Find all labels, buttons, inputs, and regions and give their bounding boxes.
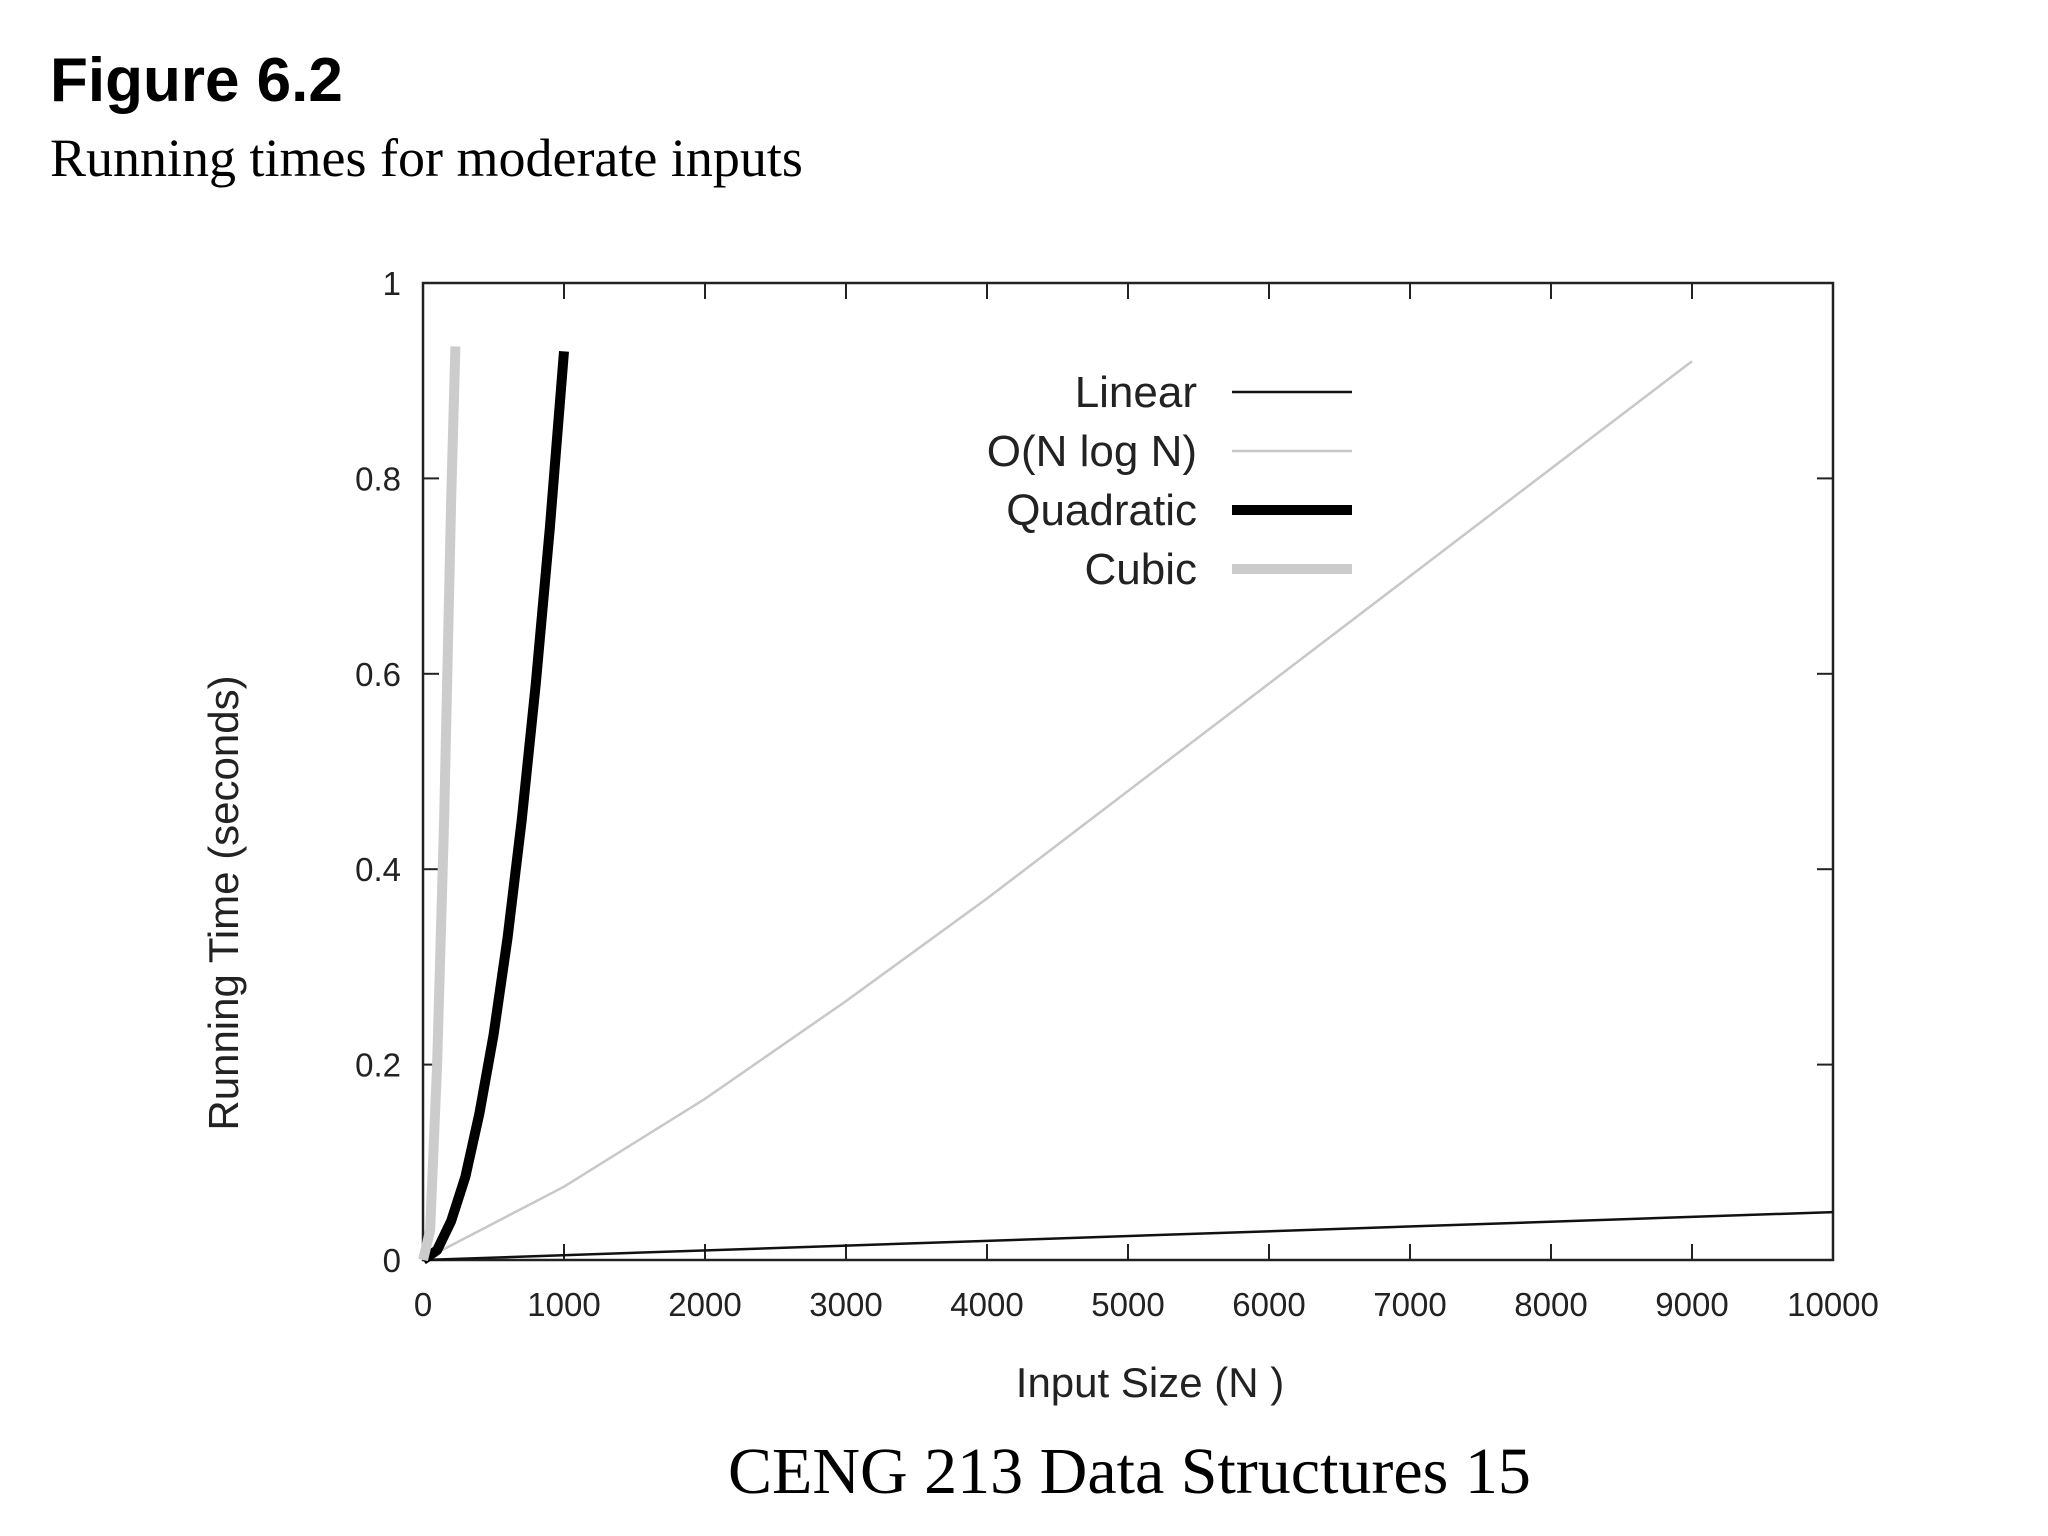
y-tick-label: 0.6 <box>355 656 401 693</box>
x-tick-label: 9000 <box>1655 1286 1728 1323</box>
x-tick-label: 10000 <box>1787 1286 1879 1323</box>
y-tick-label: 0.4 <box>355 851 401 888</box>
x-tick-label: 3000 <box>809 1286 882 1323</box>
legend-label: O(N log N) <box>987 427 1197 476</box>
x-tick-label: 7000 <box>1373 1286 1446 1323</box>
x-tick-label: 8000 <box>1514 1286 1587 1323</box>
legend-label: Linear <box>1075 368 1197 417</box>
y-tick-label: 0 <box>383 1242 401 1279</box>
y-tick-label: 1 <box>383 265 401 302</box>
y-tick-label: 0.2 <box>355 1047 401 1084</box>
series-line-linear <box>422 1210 1834 1262</box>
legend-label: Quadratic <box>1006 486 1197 535</box>
ticks-group: 0 1000 2000 3000 4000 5000 6000 7000 8000 9000 100… <box>355 265 1879 1323</box>
legend: Linear O(N log N) Quadratic Cubic <box>987 368 1352 594</box>
series-line-quadratic <box>420 351 569 1265</box>
legend-label: Cubic <box>1085 545 1198 594</box>
x-axis-label: Input Size (N ) <box>1016 1359 1284 1406</box>
series-line-o-n-log-n <box>422 360 1693 1262</box>
x-tick-label: 6000 <box>1232 1286 1305 1323</box>
series-line-cubic <box>418 346 461 1262</box>
x-tick-label: 2000 <box>668 1286 741 1323</box>
x-tick-label: 4000 <box>950 1286 1023 1323</box>
running-time-chart: 0 1000 2000 3000 4000 5000 6000 7000 8000 9000 100… <box>200 265 1879 1406</box>
y-tick-label: 0.8 <box>355 460 401 497</box>
y-axis-label: Running Time (seconds) <box>200 675 247 1130</box>
x-tick-label: 0 <box>414 1286 432 1323</box>
series-group <box>418 346 1834 1265</box>
figure-caption: Running times for moderate inputs <box>50 128 803 188</box>
x-tick-label: 5000 <box>1091 1286 1164 1323</box>
slide-footer: CENG 213 Data Structures 15 <box>728 1435 1531 1508</box>
figure-number: Figure 6.2 <box>50 46 343 115</box>
x-tick-label: 1000 <box>527 1286 600 1323</box>
